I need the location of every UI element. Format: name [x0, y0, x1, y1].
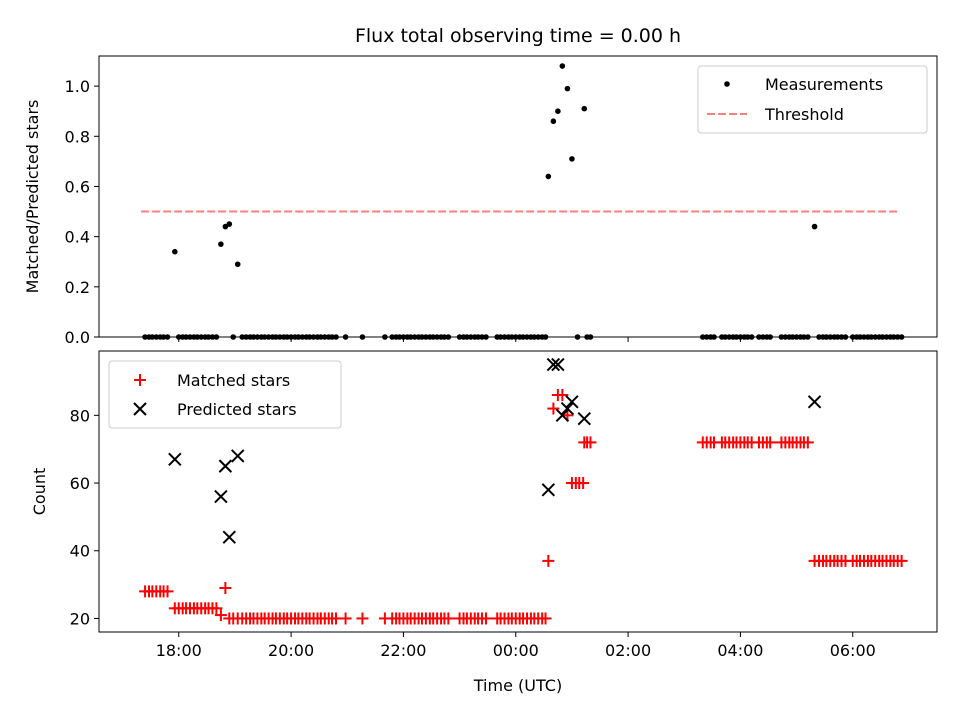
bottom-plot-marks: [139, 357, 908, 625]
bottom-series-1-point-0: [168, 452, 182, 467]
top-series-0-point-96: [569, 156, 575, 162]
legend-label-threshold: Threshold: [764, 105, 844, 124]
top-series-0-point-21: [226, 221, 233, 227]
x-tick-label-2: 22:00: [380, 641, 426, 660]
bottom-series-0-point-127: [801, 436, 814, 449]
bottom-series-0-point-19: [214, 609, 227, 622]
bottom-y-tick-label-3: 80: [70, 406, 90, 425]
top-series-0-point-91: [545, 173, 552, 180]
bottom-series-0-point-150: [895, 554, 908, 567]
bottom-y-tick-label-2: 60: [70, 474, 90, 493]
top-series-0-point-92: [550, 118, 557, 125]
bottom-series-0-point-20: [219, 581, 232, 594]
bottom-series-0-point-92: [547, 402, 560, 415]
top-series-0-point-7: [172, 248, 178, 255]
bottom-panel: 20 40 60 80 18:00 20:00 22:00 00:00 02:00 04:00 0…: [30, 350, 938, 695]
top-legend: Measurements Threshold: [697, 65, 928, 134]
x-tick-label-3: 00:00: [493, 641, 539, 660]
bottom-series-0-point-6: [161, 585, 174, 598]
top-series-0-point-93: [555, 108, 561, 114]
bottom-series-0-point-91: [542, 554, 555, 567]
top-y-tick-label-5: 1.0: [65, 77, 90, 96]
top-y-tick-label-1: 0.2: [65, 278, 90, 297]
top-y-tick-label-2: 0.4: [65, 228, 90, 247]
bottom-series-1-point-2: [218, 459, 233, 473]
bottom-legend: Matched stars Predicted stars: [108, 360, 342, 429]
bottom-y-ticks: 20 40 60 80: [70, 406, 99, 628]
bottom-series-1-point-7: [551, 357, 565, 372]
bottom-series-1-point-11: [577, 412, 591, 426]
x-tick-label-4: 02:00: [605, 641, 651, 660]
bottom-series-1-point-5: [541, 483, 556, 497]
top-y-axis-label: Matched/Predicted stars: [23, 100, 42, 294]
top-legend-box: [697, 65, 928, 134]
bottom-series-0-point-102: [584, 436, 597, 449]
bottom-series-1-point-8: [555, 408, 570, 423]
bottom-series-1-point-12: [807, 395, 822, 409]
top-y-tick-label-4: 0.8: [65, 127, 90, 146]
bottom-series-0-point-99: [577, 477, 590, 490]
bottom-series-0-point-76: [479, 612, 492, 625]
top-y-tick-label-0: 0.0: [65, 328, 90, 347]
bottom-series-0-point-51: [356, 612, 369, 625]
top-panel: 0.0 0.2 0.4 0.6 0.8 1.0 Matched/Predicted sta…: [23, 55, 938, 347]
top-x-ticks: [178, 337, 854, 342]
top-series-0-point-95: [564, 85, 571, 92]
bottom-legend-box: [108, 360, 342, 429]
top-series-0-point-97: [581, 105, 588, 112]
bottom-series-1-point-4: [231, 449, 245, 463]
bottom-y-axis-label: Count: [30, 468, 49, 516]
bottom-y-tick-label-1: 40: [70, 542, 90, 561]
top-series-0-point-23: [234, 261, 241, 268]
bottom-series-0-point-119: [764, 436, 777, 449]
top-y-ticks: 0.0 0.2 0.4 0.6 0.8 1.0: [65, 77, 99, 347]
bottom-axes-frame: [98, 350, 938, 633]
x-axis-label: Time (UTC): [473, 676, 562, 695]
bottom-series-1-point-6: [546, 357, 561, 372]
legend-label-matched-stars: Matched stars: [177, 371, 290, 390]
bottom-series-0-point-68: [442, 612, 455, 625]
top-y-tick-label-3: 0.6: [65, 177, 90, 196]
top-series-0-point-126: [811, 223, 818, 230]
legend-label-measurements: Measurements: [765, 75, 883, 94]
legend-label-predicted-stars: Predicted stars: [177, 400, 297, 419]
bottom-series-1-point-3: [222, 530, 237, 544]
bottom-series-1-point-9: [560, 401, 575, 416]
top-series-0-point-94: [559, 63, 566, 69]
bottom-series-1-point-10: [565, 395, 579, 409]
bottom-series-0-point-50: [339, 612, 352, 625]
chart-title: Flux total observing time = 0.00 h: [355, 25, 681, 47]
legend-marker-measurements: [724, 81, 730, 87]
legend-marker-matched-stars: [134, 374, 146, 386]
bottom-series-0-point-18: [210, 602, 223, 615]
bottom-x-ticks: 18:00 20:00 22:00 00:00 02:00 04:00 06:00: [156, 632, 876, 660]
bottom-series-1-point-1: [214, 489, 228, 504]
x-tick-label-0: 18:00: [156, 641, 202, 660]
legend-marker-predicted-stars: [133, 402, 147, 416]
x-tick-label-1: 20:00: [268, 641, 314, 660]
x-tick-label-5: 04:00: [717, 641, 763, 660]
top-axes-frame: [98, 55, 938, 338]
bottom-y-tick-label-0: 20: [70, 609, 90, 628]
top-series-0-point-19: [218, 241, 224, 247]
bottom-series-0-point-90: [539, 612, 552, 625]
bottom-series-0-point-94: [556, 389, 569, 402]
x-tick-label-6: 06:00: [830, 641, 876, 660]
